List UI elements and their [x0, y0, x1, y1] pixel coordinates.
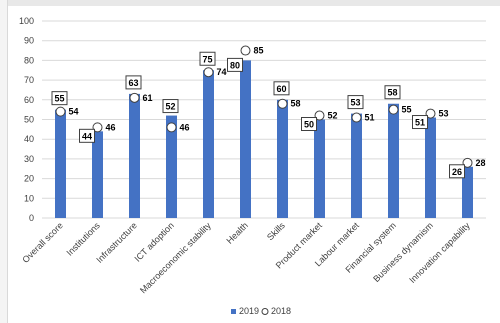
marker [277, 98, 288, 109]
bar [314, 119, 325, 218]
marker-value-label: 61 [143, 93, 153, 103]
marker-value-label: 51 [365, 113, 375, 123]
marker-value-label: 85 [254, 46, 264, 56]
bar-value-box [412, 115, 428, 130]
bar-value-box [51, 91, 68, 106]
y-tick-label: 70 [24, 75, 34, 85]
bar-value-box [384, 85, 401, 100]
legend-swatch-2019 [231, 309, 236, 314]
marker [388, 104, 399, 115]
bar [55, 109, 66, 218]
bar-value-box [227, 57, 243, 72]
bar-value-label: 63 [128, 78, 138, 88]
bar-value-label: 53 [350, 98, 360, 108]
bar-value-label: 50 [304, 120, 314, 130]
y-tick-label: 20 [24, 174, 34, 184]
bar [388, 103, 399, 218]
y-tick-label: 60 [24, 95, 34, 105]
bar [425, 117, 436, 218]
x-tick-label: Institutions [64, 220, 102, 258]
bar-value-box [347, 95, 364, 110]
bar [240, 60, 251, 219]
y-axis: 0 10 20 30 40 50 60 70 80 90 100 [19, 16, 34, 223]
window-top-border [0, 0, 500, 6]
marker [129, 92, 140, 103]
x-tick-label: Overall score [20, 220, 65, 265]
legend-label-2019: 2019 [239, 306, 259, 316]
marker [351, 112, 362, 123]
x-axis: Overall score InstitutionsInfrastructureI… [20, 220, 472, 295]
bar-value-label: 75 [202, 54, 212, 64]
window-left-border [0, 0, 8, 323]
marker [240, 45, 251, 56]
marker [55, 106, 66, 117]
marker [425, 108, 436, 119]
bar-value-labels: 55 44 63 52 75 80 60 50 53 58 51 26 [51, 51, 465, 179]
gridlines [42, 20, 486, 219]
bar-value-label: 55 [54, 94, 64, 104]
y-tick-label: 10 [24, 193, 34, 203]
marker-value-label: 58 [291, 99, 301, 109]
marker-value-label: 55 [402, 105, 412, 115]
markers-2018 [55, 45, 473, 168]
bar-value-box [301, 117, 317, 131]
bar-value-box [199, 51, 216, 66]
bar [351, 113, 362, 218]
x-tick-label: Skills [265, 220, 287, 242]
y-tick-label: 50 [24, 115, 34, 125]
bar [462, 166, 473, 218]
bar-value-box [449, 164, 465, 179]
y-tick-label: 40 [24, 134, 34, 144]
bar-value-box [125, 75, 142, 90]
marker-value-label: 46 [106, 122, 116, 132]
legend-label-2018: 2018 [271, 306, 291, 316]
bar [92, 131, 103, 218]
marker [92, 122, 103, 133]
bar-value-box [162, 99, 179, 114]
y-tick-label: 30 [24, 154, 34, 164]
x-tick-label: Macroeconomic stability [138, 220, 213, 295]
marker [314, 110, 325, 121]
bar-value-label: 44 [82, 131, 92, 141]
legend: 2019 2018 [231, 306, 291, 316]
bar [203, 70, 214, 218]
bar-value-label: 52 [165, 102, 175, 112]
x-tick-label: Innovation capability [407, 220, 472, 285]
marker [203, 67, 214, 78]
marker-value-label: 74 [217, 67, 227, 77]
legend-swatch-2018 [261, 308, 269, 315]
y-tick-label: 90 [24, 36, 34, 46]
marker-value-label: 54 [69, 107, 79, 117]
bar-value-label: 26 [452, 167, 462, 177]
y-tick-label: 80 [24, 55, 34, 65]
bar-value-label: 60 [276, 84, 286, 94]
bar-value-box [273, 81, 290, 96]
marker-value-label: 53 [439, 109, 449, 119]
bar-value-box [79, 128, 95, 143]
bar-value-label: 58 [387, 88, 397, 98]
bars-2019 [55, 60, 473, 219]
marker-value-label: 52 [328, 111, 338, 121]
bar [166, 115, 177, 218]
y-tick-label: 0 [29, 213, 34, 223]
bar-value-label: 80 [230, 60, 240, 70]
marker [166, 122, 177, 133]
y-tick-label: 100 [19, 16, 34, 26]
bar [129, 93, 140, 218]
marker [462, 157, 473, 168]
bar-value-label: 51 [415, 118, 425, 128]
marker-value-label: 46 [180, 122, 190, 132]
x-tick-label: Health [224, 220, 249, 245]
marker-value-label: 28 [476, 158, 486, 168]
bar [277, 99, 288, 218]
